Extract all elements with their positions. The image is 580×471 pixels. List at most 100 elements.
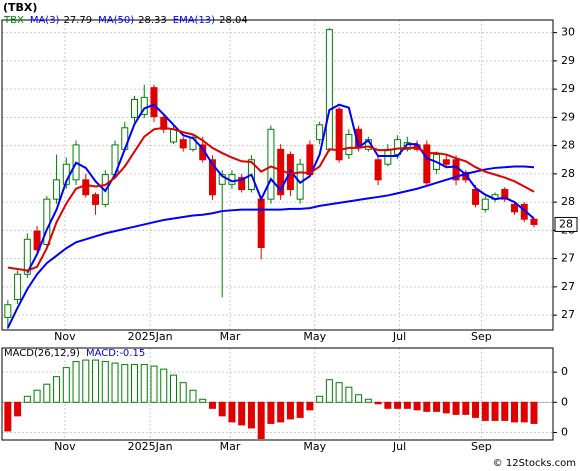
candle-body — [43, 198, 51, 246]
candle-body — [501, 188, 509, 200]
macd-bar — [355, 394, 363, 403]
macd-bar — [160, 368, 168, 403]
candle-body — [335, 108, 343, 161]
macd-bar — [452, 401, 460, 415]
macd-bar — [72, 361, 80, 403]
y-tick-label: 27 — [561, 280, 575, 293]
candle-body — [92, 194, 100, 205]
legend-value: 28.33 — [138, 15, 167, 26]
y-tick-label: 0 — [561, 425, 568, 438]
candle-body — [140, 96, 148, 115]
candle-body — [257, 198, 265, 248]
legend-entry: TBX — [3, 15, 24, 26]
candle-body — [14, 273, 22, 301]
macd-bar — [218, 401, 226, 417]
candle-body — [442, 159, 450, 165]
macd-bar — [82, 359, 90, 403]
macd-bar — [121, 364, 129, 403]
macd-bar — [325, 379, 333, 403]
macd-bar — [364, 398, 372, 403]
macd-bar — [208, 401, 216, 409]
macd-bar — [384, 401, 392, 409]
y-tick-label: 28 — [561, 195, 575, 208]
x-tick-label: 2025Jan — [128, 440, 173, 453]
macd-bar — [306, 401, 314, 411]
legend: TBX MA(3) 27.79 MA(50) 28.33 EMA(13) 28.04 — [3, 15, 248, 26]
candle-body — [208, 159, 216, 196]
macd-bar — [433, 401, 441, 412]
macd-bar — [247, 401, 255, 429]
x-tick-label: Jul — [392, 440, 406, 453]
macd-bar — [345, 386, 353, 403]
candle-body — [472, 188, 480, 205]
macd-bar — [43, 383, 51, 403]
macd-bar — [491, 401, 499, 421]
macd-bar — [179, 382, 187, 403]
y-tick-label: 28 — [561, 139, 575, 152]
x-tick-label: Nov — [54, 440, 76, 453]
ma-line — [6, 165, 535, 329]
legend-entry: MA(3) — [30, 15, 60, 26]
candle-body — [481, 198, 489, 211]
macd-bar — [462, 401, 470, 415]
macd-bar — [101, 361, 109, 403]
macd-bar — [296, 401, 304, 418]
macd-bar — [199, 398, 207, 403]
last-price-label: 28 — [559, 217, 573, 230]
candle-body — [23, 238, 31, 275]
macd-bar — [131, 364, 139, 403]
candle-body — [345, 133, 353, 156]
macd-bar — [257, 401, 265, 439]
candle-body — [179, 139, 187, 149]
x-tick-label: May — [303, 330, 326, 343]
macd-bar — [511, 401, 519, 423]
candle-body — [374, 159, 382, 181]
macd-bar — [413, 401, 421, 411]
macd-bar — [286, 401, 294, 420]
candle-body — [267, 128, 275, 200]
y-tick-label: 28 — [561, 167, 575, 180]
candle-body — [530, 218, 538, 225]
macd-bar — [472, 401, 480, 418]
macd-bar — [53, 376, 61, 403]
candle-body — [4, 304, 12, 318]
macd-bar — [335, 382, 343, 403]
y-tick-label: 0 — [561, 365, 568, 378]
legend: MACD(26,12,9) MACD:-0.15 — [4, 348, 145, 359]
macd-bar — [14, 401, 22, 417]
macd-bar — [228, 401, 236, 423]
legend-entry: MA(50) — [98, 15, 134, 26]
macd-bar — [238, 401, 246, 426]
candle-body — [511, 203, 519, 213]
legend-entry: MACD(26,12,9) — [4, 348, 80, 359]
ma-line — [26, 103, 535, 274]
macd-bar — [403, 401, 411, 409]
macd-bar — [92, 359, 100, 403]
candle-body — [131, 99, 139, 118]
x-tick-label: 2025Jan — [128, 330, 173, 343]
y-tick-label: 29 — [561, 82, 575, 95]
y-tick-label: 27 — [561, 252, 575, 265]
macd-bar — [267, 401, 275, 424]
x-tick-label: Mar — [220, 440, 241, 453]
y-tick-label: 29 — [561, 54, 575, 67]
macd-bar — [150, 365, 158, 403]
macd-bar — [111, 362, 119, 403]
candle-body — [325, 29, 333, 150]
candle-body — [316, 124, 324, 141]
legend-entry: EMA(13) — [173, 15, 215, 26]
legend-value: 27.79 — [63, 15, 92, 26]
macd-bar — [442, 401, 450, 414]
candle-body — [33, 230, 41, 251]
candle-body — [160, 116, 168, 130]
x-tick-label: Nov — [54, 330, 76, 343]
macd-bar — [33, 389, 41, 403]
macd-bar — [501, 401, 509, 421]
candle-body — [403, 142, 411, 150]
y-tick-label: 27 — [561, 308, 575, 321]
candle-body — [238, 177, 246, 190]
x-tick-label: Mar — [220, 330, 241, 343]
footer: © 12Stocks.com — [493, 458, 576, 469]
panel-frame — [1, 19, 554, 331]
